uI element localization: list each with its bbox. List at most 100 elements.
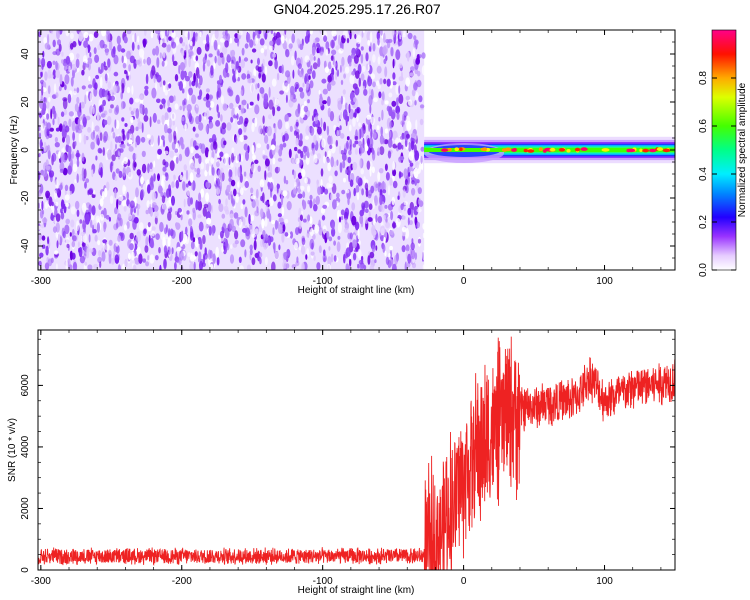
noise-speckle	[382, 46, 387, 56]
signal-hotspot	[601, 148, 610, 152]
noise-speckle	[224, 40, 229, 48]
noise-speckle	[175, 156, 179, 164]
noise-speckle	[121, 55, 124, 64]
noise-speckle	[415, 119, 418, 130]
noise-speckle	[238, 218, 242, 229]
signal-hotspot	[642, 148, 649, 153]
noise-speckle	[311, 242, 314, 250]
noise-speckle	[192, 237, 196, 243]
noise-speckle	[313, 154, 318, 164]
noise-speckle	[114, 119, 117, 129]
noise-speckle	[185, 44, 188, 52]
noise-speckle	[411, 187, 416, 196]
noise-speckle	[96, 222, 100, 233]
signal-hotspot	[459, 147, 463, 152]
noise-speckle	[388, 253, 391, 258]
noise-speckle	[405, 77, 411, 87]
noise-speckle	[348, 62, 352, 67]
noise-speckle	[149, 116, 152, 128]
noise-speckle	[88, 234, 91, 243]
x-tick-label: -200	[172, 276, 192, 287]
noise-speckle	[299, 133, 303, 141]
noise-speckle	[238, 56, 241, 64]
noise-speckle	[411, 238, 414, 244]
noise-speckle	[246, 264, 252, 270]
noise-speckle	[113, 54, 119, 65]
noise-speckle	[164, 234, 169, 240]
noise-speckle	[263, 45, 268, 50]
noise-speckle	[274, 98, 280, 106]
noise-speckle	[355, 70, 360, 79]
colorbar-tick-label: 0.6	[698, 119, 709, 133]
colorbar-tick-label: 0.8	[698, 71, 709, 85]
noise-speckle	[354, 33, 357, 40]
noise-speckle	[422, 264, 425, 270]
noise-speckle	[327, 263, 331, 270]
noise-speckle	[417, 238, 422, 244]
noise-speckle	[109, 195, 114, 205]
noise-speckle	[413, 35, 417, 41]
noise-speckle	[188, 80, 192, 87]
noise-speckle	[68, 111, 74, 117]
noise-speckle	[240, 187, 244, 196]
noise-speckle	[285, 121, 289, 130]
noise-speckle	[161, 135, 165, 141]
noise-speckle	[278, 217, 284, 223]
noise-speckle	[385, 222, 390, 229]
noise-speckle	[383, 78, 387, 85]
signal-hotspot	[538, 147, 543, 151]
noise-speckle	[162, 203, 167, 211]
noise-speckle	[395, 105, 401, 114]
noise-speckle	[237, 77, 241, 82]
noise-speckle	[286, 201, 292, 211]
noise-speckle	[391, 109, 396, 119]
noise-speckle	[294, 242, 298, 251]
noise-speckle	[385, 256, 390, 265]
noise-speckle	[295, 137, 299, 146]
noise-speckle	[311, 142, 315, 149]
noise-speckle	[206, 59, 211, 67]
noise-speckle	[363, 88, 368, 96]
noise-speckle	[416, 79, 422, 88]
noise-speckle	[329, 111, 335, 122]
noise-speckle	[260, 195, 263, 202]
noise-speckle	[397, 37, 403, 47]
noise-speckle	[184, 123, 187, 131]
noise-speckle	[241, 73, 247, 80]
noise-speckle	[349, 258, 352, 267]
noise-speckle	[188, 87, 194, 96]
noise-speckle	[222, 45, 228, 55]
noise-speckle	[137, 35, 140, 43]
noise-speckle	[135, 108, 140, 119]
y-tick-label: -40	[20, 238, 31, 253]
noise-speckle	[76, 87, 80, 93]
noise-speckle	[415, 161, 420, 170]
noise-speckle	[65, 134, 71, 146]
noise-speckle	[127, 252, 131, 260]
noise-speckle	[205, 158, 209, 165]
noise-speckle	[126, 50, 131, 60]
noise-speckle	[216, 256, 220, 266]
noise-speckle	[230, 49, 236, 57]
noise-speckle	[159, 264, 162, 270]
noise-speckle	[395, 218, 401, 228]
noise-speckle	[49, 127, 54, 132]
noise-speckle	[58, 85, 62, 92]
noise-speckle	[76, 149, 80, 160]
noise-speckle	[301, 169, 306, 178]
noise-speckle	[386, 78, 391, 87]
noise-speckle	[398, 171, 402, 179]
noise-speckle	[354, 221, 360, 231]
noise-speckle	[236, 113, 239, 120]
noise-speckle	[159, 104, 163, 110]
noise-speckle	[59, 161, 65, 172]
noise-speckle	[174, 262, 177, 270]
noise-speckle	[99, 76, 103, 88]
noise-speckle	[65, 218, 70, 225]
noise-speckle	[361, 65, 366, 73]
noise-speckle	[259, 179, 265, 188]
noise-speckle	[281, 35, 285, 44]
noise-speckle	[272, 53, 277, 58]
noise-speckle	[395, 49, 401, 61]
noise-speckle	[147, 184, 151, 194]
